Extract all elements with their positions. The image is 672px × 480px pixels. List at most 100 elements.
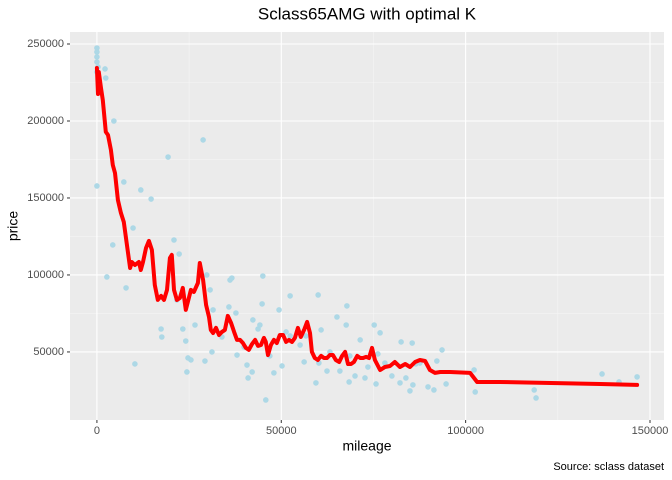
point (434, 358, 440, 364)
y-tick-label: 250000 (27, 38, 64, 50)
point (324, 368, 330, 374)
y-tick-label: 150000 (27, 192, 64, 204)
point (262, 397, 269, 403)
point (94, 183, 100, 189)
point (233, 310, 239, 316)
y-tick-label: 50000 (33, 346, 64, 358)
point (371, 322, 377, 328)
point (102, 66, 108, 72)
point (301, 359, 307, 365)
point (407, 388, 413, 394)
point (403, 375, 409, 381)
point (130, 225, 136, 231)
fit-line (94, 66, 640, 387)
point (533, 395, 539, 401)
caption: Source: sclass dataset (553, 461, 664, 473)
x-tick-label: 0 (94, 425, 100, 437)
point (398, 339, 404, 345)
marks (94, 45, 640, 403)
point (357, 337, 363, 343)
point (352, 373, 358, 379)
point (373, 381, 379, 387)
point (207, 287, 213, 293)
point (599, 371, 605, 377)
point (192, 322, 198, 328)
point (249, 369, 255, 375)
point (389, 373, 395, 379)
point (362, 375, 368, 381)
point (260, 273, 266, 279)
x-tick-label: 50000 (266, 425, 297, 437)
point (250, 317, 256, 323)
y-axis-title: price (5, 211, 21, 242)
point (200, 137, 206, 143)
point (271, 370, 277, 376)
point (121, 179, 127, 185)
point (443, 381, 449, 387)
point (209, 349, 215, 355)
grid (67, 32, 664, 423)
point (315, 292, 321, 298)
point (165, 154, 171, 160)
point (102, 75, 109, 81)
point (297, 342, 303, 348)
point (111, 118, 117, 124)
point (276, 307, 282, 313)
point (313, 380, 319, 386)
point (337, 368, 343, 374)
point (283, 329, 289, 335)
point (439, 347, 445, 353)
point (259, 301, 265, 307)
point (365, 364, 371, 370)
point (287, 293, 293, 299)
point (377, 330, 383, 336)
point (94, 45, 100, 51)
point (382, 360, 388, 366)
point (176, 251, 182, 257)
point (226, 304, 232, 310)
point (303, 333, 309, 339)
point (94, 54, 100, 60)
point (410, 382, 416, 388)
y-tick-label: 100000 (27, 269, 64, 281)
point (104, 274, 110, 280)
point (425, 384, 431, 390)
point (257, 322, 263, 328)
chart-title: Sclass65AMG with optimal K (258, 4, 477, 23)
point (109, 242, 116, 248)
point (94, 49, 100, 55)
point (431, 387, 437, 393)
point (472, 389, 479, 395)
point (375, 351, 381, 357)
point (158, 326, 164, 332)
x-axis-title: mileage (342, 438, 391, 454)
point (229, 275, 235, 281)
point (234, 352, 240, 358)
point (344, 303, 350, 309)
point (245, 375, 251, 381)
point (184, 369, 190, 375)
y-tick-label: 200000 (27, 115, 64, 127)
point (334, 314, 340, 320)
point (94, 59, 100, 65)
point (318, 327, 324, 333)
point (182, 338, 189, 344)
point (180, 326, 186, 332)
point (171, 237, 177, 243)
point (188, 357, 194, 363)
x-tick-label: 150000 (632, 425, 669, 437)
point (123, 285, 129, 291)
point (159, 334, 165, 340)
point (279, 363, 285, 369)
point (471, 367, 477, 373)
point (244, 362, 250, 368)
point (634, 374, 640, 380)
point (287, 333, 293, 339)
point (346, 379, 352, 385)
point (531, 387, 538, 393)
panel (70, 32, 664, 420)
point (343, 322, 349, 328)
x-tick-label: 100000 (447, 425, 484, 437)
point (132, 361, 138, 367)
